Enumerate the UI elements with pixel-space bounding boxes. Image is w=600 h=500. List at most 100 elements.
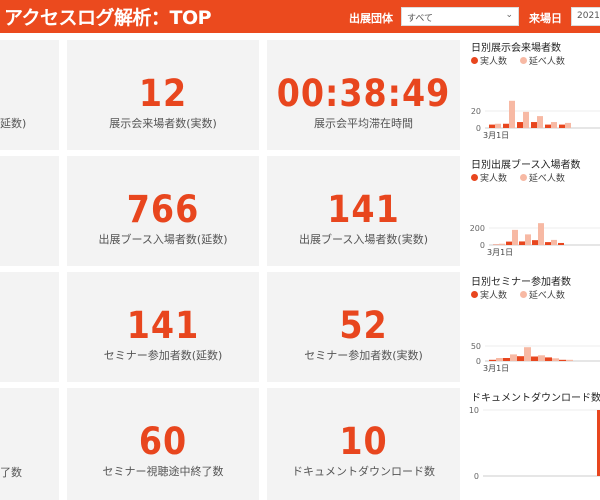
chart-bar <box>496 358 503 361</box>
chart-bar <box>517 356 524 361</box>
chart-bar <box>552 358 559 361</box>
chart-bar <box>551 122 557 128</box>
y-tick-label: 0 <box>474 472 479 481</box>
chart-bar <box>512 229 518 245</box>
kpi-card-seminar-dropouts[interactable]: 60 セミナー視聴途中終了数 <box>67 388 259 500</box>
kpi-card-cropped-4[interactable] <box>0 388 59 500</box>
kpi-value: 52 <box>339 304 388 347</box>
kpi-card-cropped-1[interactable] <box>0 40 59 150</box>
kpi-card-document-downloads[interactable]: 10 ドキュメントダウンロード数 <box>267 388 460 500</box>
legend-dot-icon <box>471 57 478 64</box>
chart-title: 日別出展ブース入場者数 <box>471 160 581 171</box>
kpi-value: 141 <box>126 304 200 347</box>
chart-bar <box>597 410 600 476</box>
chart-bar <box>503 358 510 361</box>
chart-daily-seminar-participants[interactable]: 日別セミナー参加者数 実人数 延べ人数 0 50 3月1日 <box>467 270 600 382</box>
chart-legend: 実人数 延べ人数 <box>471 54 575 67</box>
kpi-value: 60 <box>138 420 188 463</box>
chart-bar <box>503 123 509 128</box>
chart-title: 日別展示会来場者数 <box>471 43 561 54</box>
y-tick-label: 50 <box>471 342 481 351</box>
legend-label: 実人数 <box>480 57 508 67</box>
visit-date-filter-label: 来場日 <box>529 12 562 25</box>
chart-bar <box>545 242 551 245</box>
kpi-value: 10 <box>339 420 388 463</box>
chevron-down-icon: ⌄ <box>505 10 513 20</box>
chart-bar <box>489 359 496 361</box>
chart-bar <box>545 357 552 361</box>
chart-bar <box>510 354 517 361</box>
y-tick-label: 0 <box>476 357 481 366</box>
legend-label: 実人数 <box>480 291 508 301</box>
y-tick-label: 200 <box>470 224 485 233</box>
chart-document-downloads[interactable]: ドキュメントダウンロード数 0 10 <box>467 386 600 500</box>
exhibitor-filter-label: 出展団体 <box>349 12 393 25</box>
y-tick-label: 0 <box>480 241 485 250</box>
kpi-label: ドキュメントダウンロード数 <box>292 465 435 478</box>
kpi-card-booth-visitors-unique[interactable]: 141 出展ブース入場者数(実数) <box>267 156 460 266</box>
kpi-card-seminar-participants-total[interactable]: 141 セミナー参加者数(延数) <box>67 272 259 382</box>
chart-bar <box>523 111 529 128</box>
kpi-card-cropped-2[interactable] <box>0 156 59 266</box>
chart-daily-visitors[interactable]: 日別展示会来場者数 実人数 延べ人数 0 20 3月1日 <box>467 36 600 150</box>
y-tick-label: 10 <box>469 406 479 415</box>
kpi-label: 出展ブース入場者数(延数) <box>98 233 228 246</box>
legend-dot-icon <box>519 174 527 181</box>
legend-label: 実人数 <box>480 174 508 184</box>
chart-bar <box>506 241 512 245</box>
chart-bar <box>532 240 538 245</box>
kpi-value: 00:38:49 <box>276 72 451 115</box>
visit-date-filter-select[interactable]: 2021/0 <box>571 7 600 26</box>
chart-bar <box>538 223 544 245</box>
chart-bar <box>551 239 557 245</box>
chart-bar <box>524 347 531 361</box>
kpi-card-exhibition-visitors[interactable]: 12 展示会来場者数(実数) <box>67 40 259 150</box>
exhibitor-filter-select[interactable]: すべて ⌄ <box>401 7 519 26</box>
legend-dot-icon <box>519 57 527 64</box>
chart-title: ドキュメントダウンロード数 <box>471 393 600 404</box>
legend-dot-icon <box>471 291 478 298</box>
visit-date-filter-value: 2021/0 <box>577 11 600 21</box>
chart-legend: 実人数 延べ人数 <box>471 171 575 184</box>
y-tick-label: 20 <box>471 107 481 116</box>
kpi-label-cropped: 了数 <box>0 466 22 479</box>
x-tick-label: 3月1日 <box>483 131 509 140</box>
chart-bar <box>558 242 564 245</box>
kpi-card-average-stay[interactable]: 00:38:49 展示会平均滞在時間 <box>267 40 460 150</box>
legend-label: 延べ人数 <box>528 174 565 184</box>
chart-bar <box>565 122 571 128</box>
legend-dot-icon <box>471 174 478 181</box>
chart-bar <box>545 124 551 128</box>
x-tick-label: 3月1日 <box>483 364 509 373</box>
chart-bar <box>559 359 566 361</box>
kpi-card-cropped-3[interactable] <box>0 272 59 382</box>
chart-bar <box>509 100 515 128</box>
chart-bar <box>538 355 545 361</box>
kpi-card-seminar-participants-unique[interactable]: 52 セミナー参加者数(実数) <box>267 272 460 382</box>
chart-legend: 実人数 延べ人数 <box>471 288 575 301</box>
kpi-value: 766 <box>126 188 200 231</box>
chart-daily-booth-visitors[interactable]: 日別出展ブース入場者数 実人数 延べ人数 0 200 3月1日 <box>467 153 600 266</box>
y-tick-label: 0 <box>476 124 481 133</box>
chart-bar <box>495 123 501 128</box>
exhibitor-filter-value: すべて <box>407 14 434 24</box>
bar-chart-plot: 0 200 3月1日 <box>470 223 600 257</box>
legend-label: 延べ人数 <box>528 57 565 67</box>
bar-chart-plot: 0 10 <box>469 406 600 481</box>
chart-bar <box>517 122 523 128</box>
kpi-card-booth-visits-total[interactable]: 766 出展ブース入場者数(延数) <box>67 156 259 266</box>
chart-bar <box>531 122 537 128</box>
chart-bar <box>519 241 525 245</box>
bar-chart-plot: 0 20 3月1日 <box>471 100 600 140</box>
chart-bar <box>559 124 565 128</box>
chart-bar <box>525 234 531 245</box>
chart-title: 日別セミナー参加者数 <box>471 277 571 288</box>
kpi-label: 出展ブース入場者数(実数) <box>298 233 429 246</box>
kpi-value: 12 <box>138 72 188 115</box>
header-bar: アクセスログ解析：TOP 出展団体 すべて ⌄ 来場日 2021/0 <box>0 0 600 33</box>
chart-bar <box>537 116 543 128</box>
legend-label: 延べ人数 <box>528 291 565 301</box>
legend-dot-icon <box>519 291 527 298</box>
kpi-value: 141 <box>327 188 400 231</box>
kpi-label-cropped: 延数) <box>0 117 27 130</box>
